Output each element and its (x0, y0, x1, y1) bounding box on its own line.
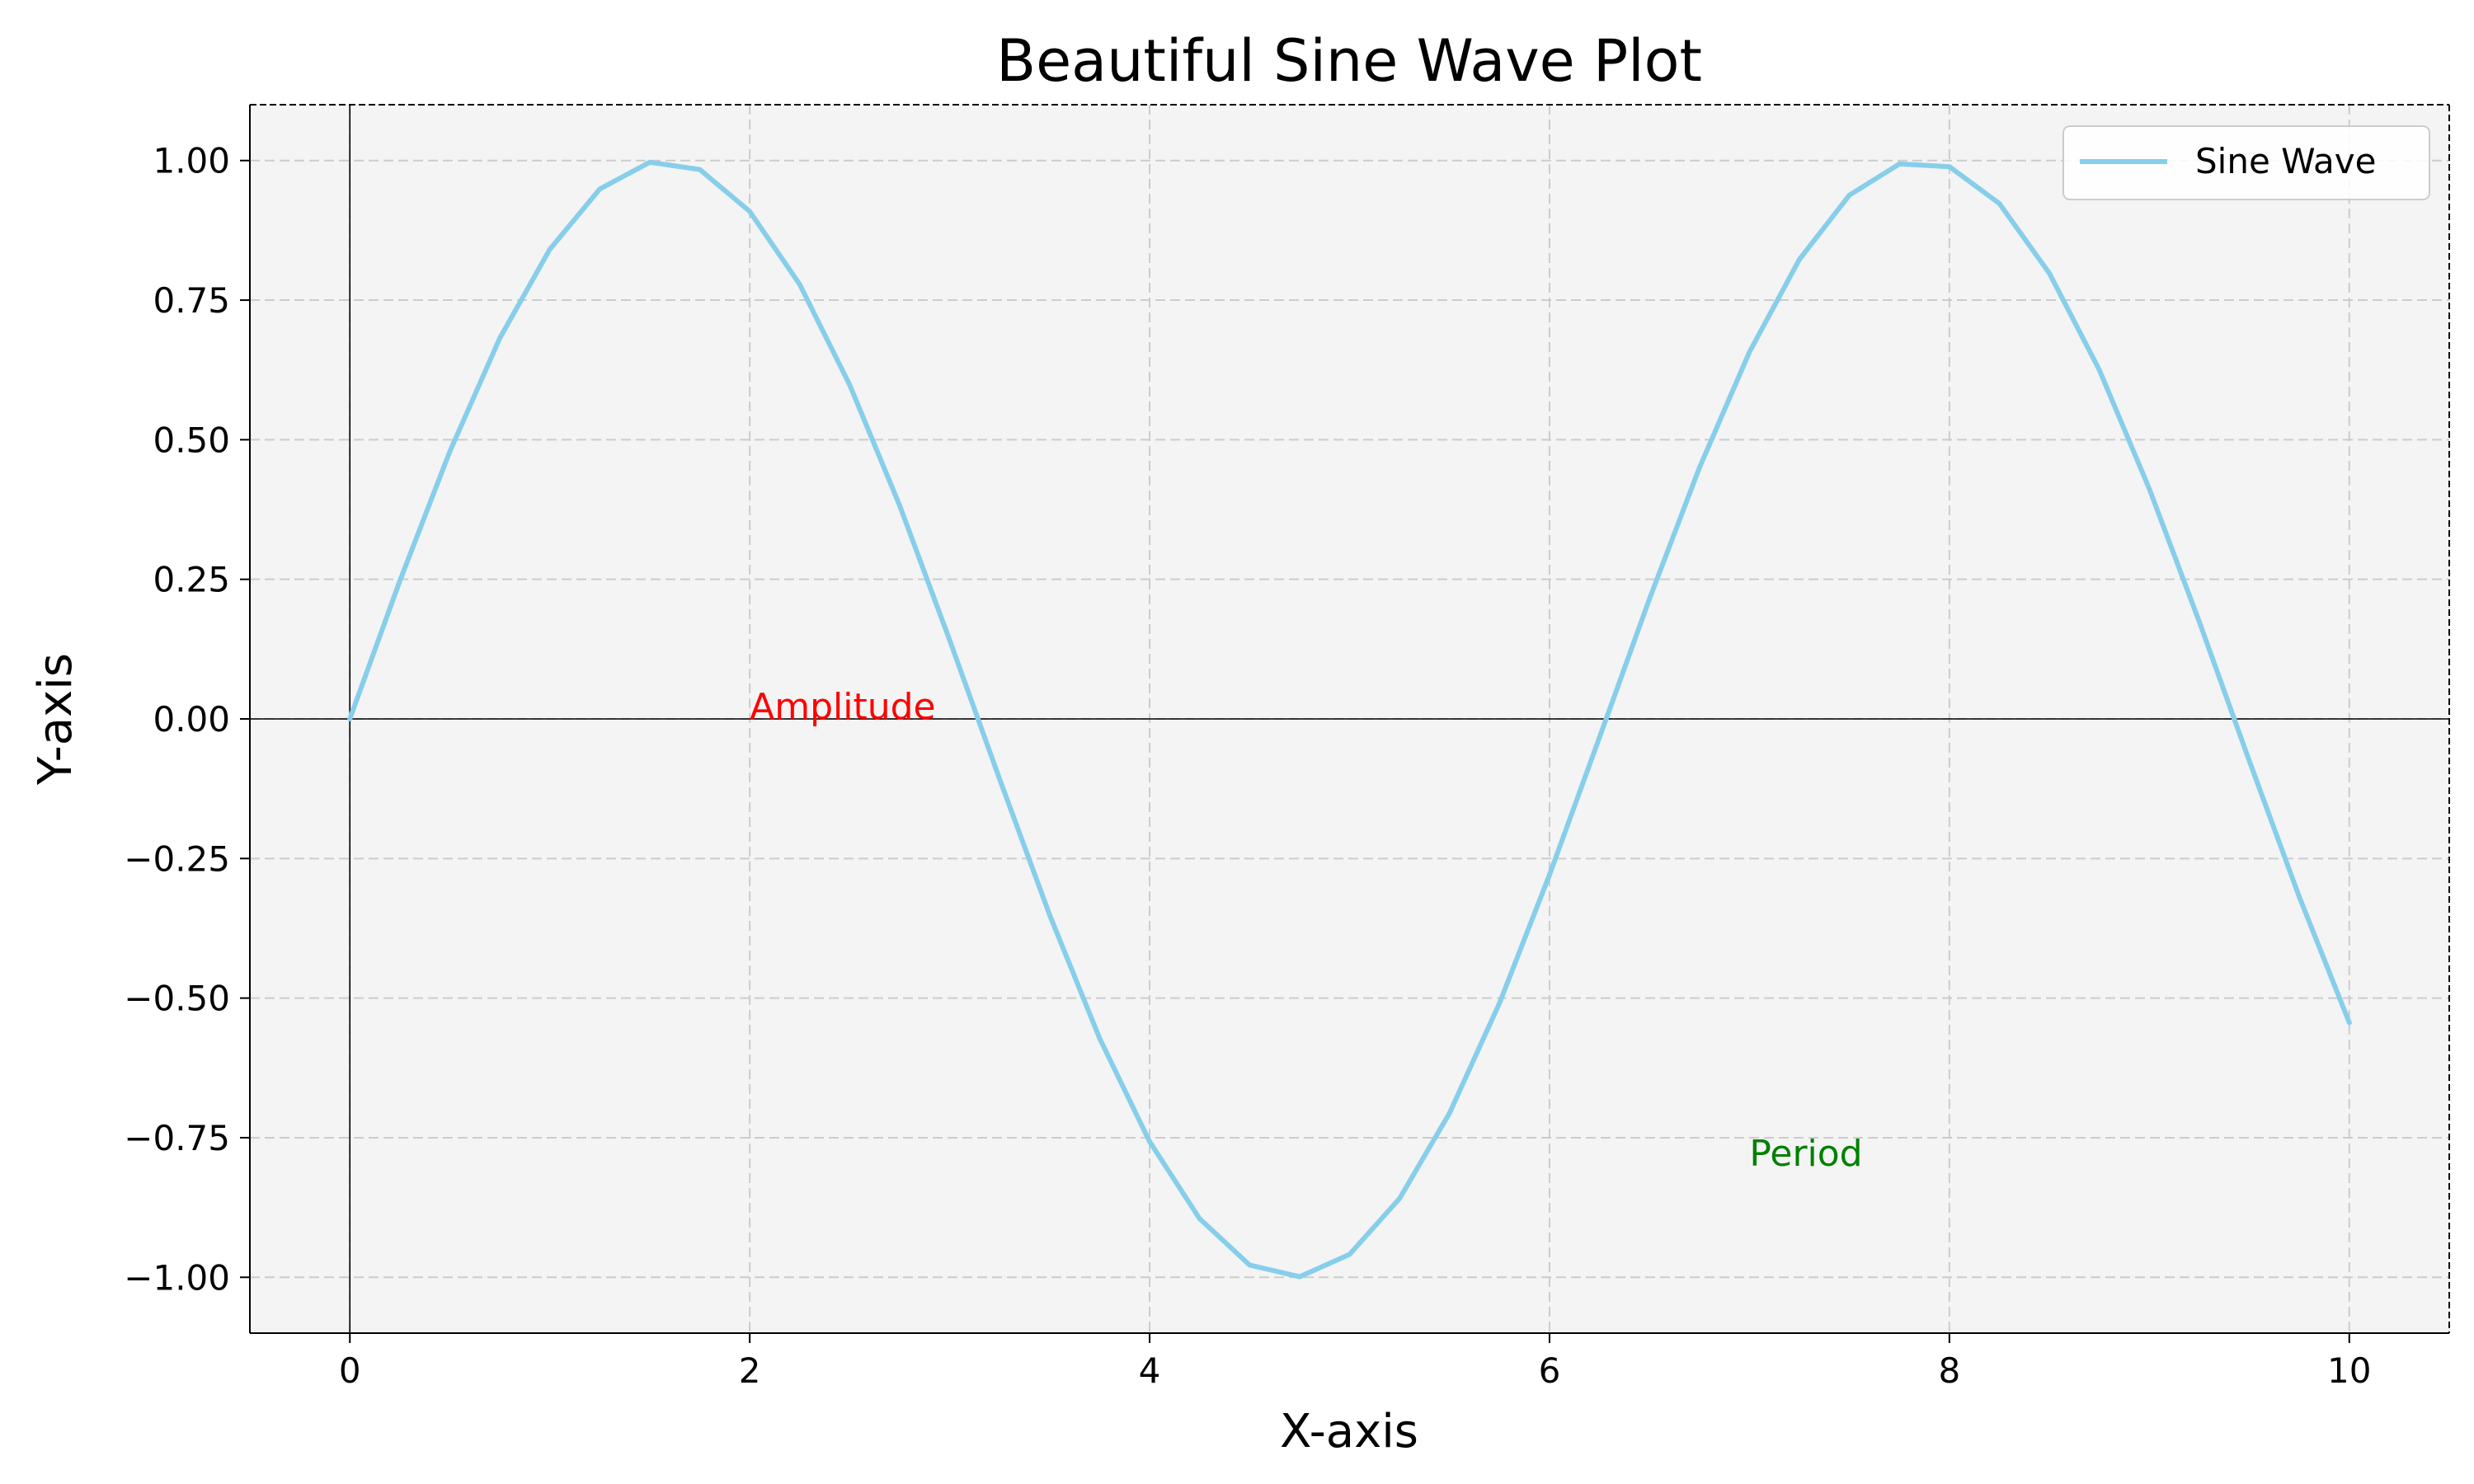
y-tick-label: 1.00 (153, 141, 230, 181)
y-tick-label: 0.50 (153, 420, 230, 460)
x-tick-label: 0 (339, 1350, 361, 1391)
series-layer (347, 159, 2352, 1280)
x-tick-label: 10 (2327, 1350, 2371, 1391)
legend: Sine Wave (2062, 125, 2430, 200)
x-ticks: 0 2 4 6 8 10 (339, 1333, 2371, 1391)
x-axis-label: X-axis (1280, 1405, 1418, 1458)
y-axis-label: Y-axis (29, 653, 82, 786)
y-ticks: 1.00 0.75 0.50 0.25 0.00 −0.25 −0.50 −0.75 −1.00 (124, 141, 250, 1298)
y-tick-label: −0.75 (124, 1118, 230, 1158)
y-tick-label: 0.00 (153, 699, 230, 740)
x-tick-label: 2 (739, 1350, 761, 1391)
y-tick-label: 0.75 (153, 280, 230, 321)
legend-box (2062, 125, 2430, 200)
y-tick-label: −1.00 (124, 1257, 230, 1298)
x-tick-label: 8 (1938, 1350, 1960, 1391)
x-tick-label: 6 (1539, 1350, 1561, 1391)
legend-label: Sine Wave (2195, 141, 2376, 181)
y-tick-label: 0.25 (153, 560, 230, 600)
y-tick-label: −0.25 (124, 838, 230, 879)
y-tick-label: −0.50 (124, 979, 230, 1019)
annotation-period: Period (1749, 1133, 1862, 1175)
annotations: Amplitude Period (750, 686, 1862, 1175)
annotation-amplitude: Amplitude (750, 686, 935, 728)
x-tick-label: 4 (1139, 1350, 1161, 1391)
series-line-sine-wave (347, 159, 2352, 1280)
chart-title: Beautiful Sine Wave Plot (996, 27, 1702, 95)
